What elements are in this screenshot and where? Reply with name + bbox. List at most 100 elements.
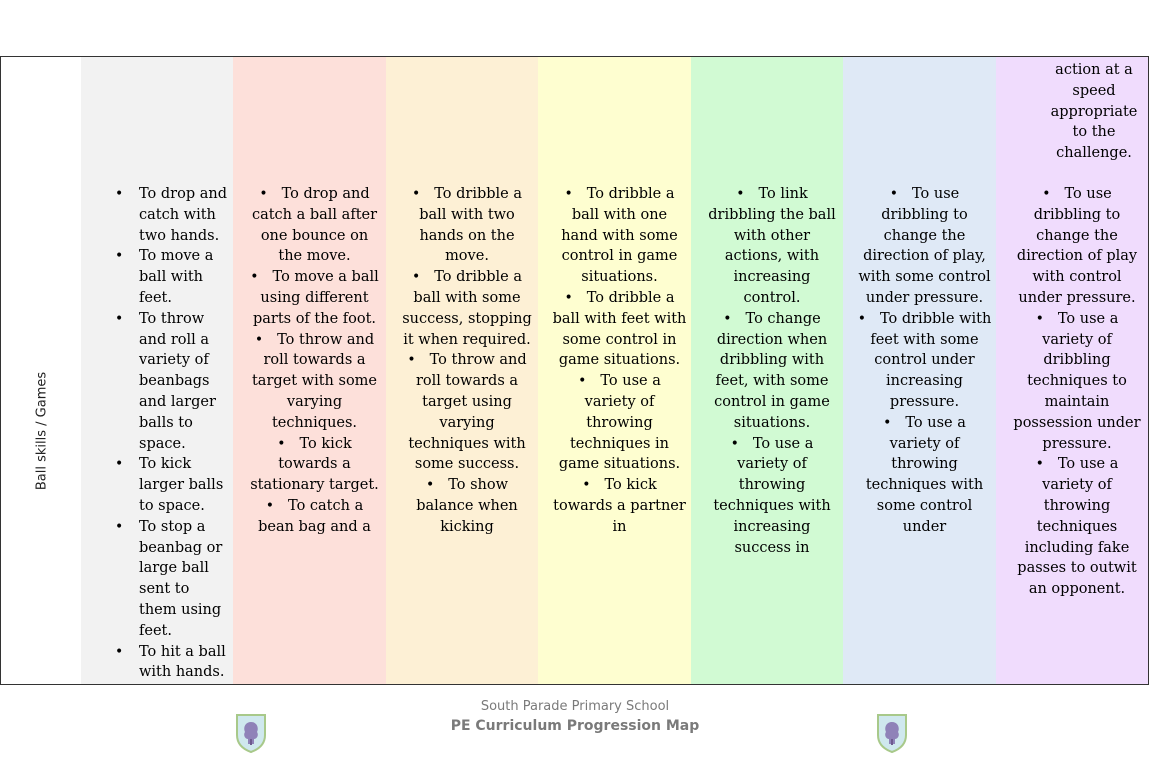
objective-text: To stop a beanbag or large ball sent to … xyxy=(139,518,223,639)
bullet-icon: • xyxy=(723,310,732,327)
objective-item: To throw and roll a variety of beanbags … xyxy=(81,309,233,455)
bullet-icon: • xyxy=(736,186,745,202)
objective-text: To dribble a ball with one hand with som… xyxy=(561,186,678,286)
objective-text: To catch a bean bag and a xyxy=(258,497,371,535)
progression-table: action at a speed appropriate to the cha… xyxy=(0,56,1149,685)
objective-item: • To dribble a ball with some success, st… xyxy=(386,267,538,350)
bullet-icon: • xyxy=(425,477,435,494)
bullet-icon: • xyxy=(1035,456,1044,473)
bullet-icon: • xyxy=(1042,186,1051,202)
bullet-icon: • xyxy=(411,186,421,202)
bullet-icon: • xyxy=(277,435,286,452)
objective-item: To stop a beanbag or large ball sent to … xyxy=(81,517,233,642)
objective-text: To dribble a ball with some success, sto… xyxy=(402,269,532,348)
top-row-cell-5 xyxy=(691,56,844,182)
objective-text: To kick towards a stationary target. xyxy=(250,435,379,494)
bullet-icon: • xyxy=(1035,310,1044,327)
stage-cell-1: To drop and catch with two hands.To move… xyxy=(81,181,234,685)
school-crest-icon xyxy=(877,714,907,753)
objective-item: • To use dribbling to change the directio… xyxy=(843,184,996,309)
objective-text: To dribble a ball with feet with some co… xyxy=(552,289,687,369)
objective-item: • To use a variety of throwing techniques… xyxy=(843,413,996,538)
objective-text: To throw and roll towards a target using… xyxy=(408,352,527,473)
top-row-cell-3 xyxy=(386,56,539,182)
objective-text: To throw and roll a variety of beanbags … xyxy=(139,310,216,452)
objectives-list: • To use dribbling to change the directio… xyxy=(996,181,1148,600)
objective-item: • To throw and roll towards a target usin… xyxy=(386,350,538,475)
bullet-icon: • xyxy=(407,352,416,369)
objective-item: • To kick towards a partner in xyxy=(538,475,691,537)
top-row-text: action at a speed appropriate to the cha… xyxy=(1050,62,1138,162)
objective-item: • To use a variety of throwing techniques… xyxy=(691,434,843,559)
objective-item: • To dribble a ball with two hands on the… xyxy=(386,184,538,267)
objective-text: To move a ball with feet. xyxy=(139,248,214,306)
bullet-icon: • xyxy=(883,414,892,431)
objective-text: To kick towards a partner in xyxy=(553,477,686,535)
objective-item: • To drop and catch a ball after one boun… xyxy=(233,184,386,267)
stage-cell-6: • To use dribbling to change the directio… xyxy=(843,181,997,685)
objectives-list: • To dribble a ball with one hand with so… xyxy=(538,181,691,538)
bullet-icon: • xyxy=(259,186,268,202)
objective-text: To drop and catch a ball after one bounc… xyxy=(251,186,378,265)
objective-item: • To use a variety of throwing techniques… xyxy=(538,371,691,475)
objective-item: • To use a variety of throwing techniques… xyxy=(996,454,1148,600)
objective-item: • To dribble with feet with some control … xyxy=(843,309,996,413)
objective-text: To dribble a ball with two hands on the … xyxy=(419,186,523,265)
objective-text: To show balance when kicking xyxy=(416,477,518,535)
stage-cell-5: • To link dribbling the ball with other a… xyxy=(691,181,844,685)
school-name: South Parade Primary School xyxy=(480,699,670,714)
objectives-list: • To link dribbling the ball with other a… xyxy=(691,181,843,558)
objective-item: • To use a variety of dribbling technique… xyxy=(996,309,1148,455)
objective-item: To drop and catch with two hands. xyxy=(81,184,233,246)
objective-item: • To change direction when dribbling with… xyxy=(691,309,843,434)
objective-text: To kick larger balls to space. xyxy=(139,456,224,514)
bullet-icon: • xyxy=(265,497,275,514)
objective-item: • To catch a bean bag and a xyxy=(233,496,386,538)
bullet-icon: • xyxy=(250,269,259,286)
document-title: PE Curriculum Progression Map xyxy=(450,718,700,734)
top-row-cell-7: action at a speed appropriate to the cha… xyxy=(996,56,1149,182)
bullet-icon: • xyxy=(564,186,573,202)
bullet-icon: • xyxy=(857,310,866,327)
school-crest-icon xyxy=(236,714,266,753)
bullet-icon: • xyxy=(254,331,264,348)
top-row-cell-6 xyxy=(843,56,997,182)
stage-cell-4: • To dribble a ball with one hand with so… xyxy=(538,181,692,685)
objective-item: • To use dribbling to change the directio… xyxy=(996,184,1148,309)
objective-item: • To dribble a ball with one hand with so… xyxy=(538,184,691,288)
stage-cell-2: • To drop and catch a ball after one boun… xyxy=(233,181,387,685)
objective-item: • To kick towards a stationary target. xyxy=(233,434,386,496)
objective-item: • To show balance when kicking xyxy=(386,475,538,537)
bullet-icon: • xyxy=(730,435,739,452)
objective-text: To throw and roll towards a target with … xyxy=(251,331,378,431)
objective-text: To dribble with feet with some control u… xyxy=(870,310,992,410)
bullet-icon: • xyxy=(889,186,898,202)
objective-item: • To link dribbling the ball with other a… xyxy=(691,184,843,309)
bullet-icon: • xyxy=(411,269,421,286)
objectives-list: To drop and catch with two hands.To move… xyxy=(81,181,233,683)
top-row-cell-2 xyxy=(233,56,387,182)
objective-text: To change direction when dribbling with … xyxy=(714,310,830,431)
objective-text: To use a variety of throwing techniques … xyxy=(1017,456,1137,598)
row-label: Ball skills / Games xyxy=(34,371,50,491)
bullet-icon: • xyxy=(578,373,587,390)
objective-item: • To dribble a ball with feet with some c… xyxy=(538,288,691,371)
bullet-icon: • xyxy=(564,289,573,306)
top-row-cell-1 xyxy=(81,56,234,182)
row-label-cell: Ball skills / Games xyxy=(0,181,82,685)
objective-text: To use dribbling to change the direction… xyxy=(858,186,991,306)
objective-text: To use a variety of throwing techniques … xyxy=(558,373,681,473)
objective-item: To kick larger balls to space. xyxy=(81,454,233,516)
objective-text: To drop and catch with two hands. xyxy=(139,186,227,244)
objective-text: To use dribbling to change the direction… xyxy=(1016,186,1138,306)
objective-item: To hit a ball with hands. xyxy=(81,642,233,684)
bullet-icon: • xyxy=(582,477,591,494)
stage-cell-7: • To use dribbling to change the directio… xyxy=(996,181,1149,685)
objective-item: To move a ball with feet. xyxy=(81,246,233,308)
top-row-label-cell xyxy=(0,56,82,182)
objectives-list: • To use dribbling to change the directio… xyxy=(843,181,996,538)
objectives-list: • To drop and catch a ball after one boun… xyxy=(233,181,386,538)
objective-text: To use a variety of throwing techniques … xyxy=(865,414,984,535)
objectives-list: • To dribble a ball with two hands on the… xyxy=(386,181,538,538)
objective-text: To use a variety of throwing techniques … xyxy=(713,435,831,556)
